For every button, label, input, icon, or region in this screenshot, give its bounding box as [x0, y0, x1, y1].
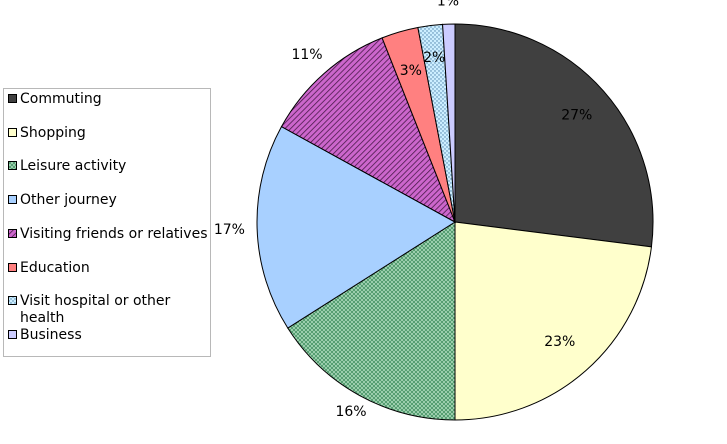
legend-swatch — [8, 128, 17, 137]
legend: Commuting Shopping Leisure activity Other j… — [3, 88, 211, 357]
legend-swatch — [8, 161, 17, 170]
legend-swatch — [8, 330, 17, 339]
legend-swatch — [8, 229, 17, 238]
data-label: 11% — [291, 47, 322, 63]
data-label: 1% — [437, 0, 459, 9]
pie-slice-business — [442, 23, 456, 223]
pie-labels: 27% 23% 16% 17% 11% 3%2% 1% — [214, 0, 593, 420]
legend-label: Visiting friends or relatives — [20, 226, 208, 242]
pie-slices — [256, 23, 654, 421]
legend-item: Business — [8, 327, 216, 344]
pie-slice-leisure-activity — [287, 221, 456, 421]
legend-label: Education — [20, 260, 90, 276]
pie-slice-commuting — [454, 23, 654, 248]
pie-slice-shopping — [454, 221, 652, 421]
data-label: 27% — [561, 108, 592, 124]
legend-swatch — [8, 195, 17, 204]
legend-item: Leisure activity — [8, 158, 216, 175]
legend-item: Education — [8, 260, 216, 277]
legend-swatch — [8, 296, 17, 305]
legend-label: Leisure activity — [20, 158, 127, 174]
data-label: 23% — [544, 334, 575, 350]
legend-label: Other journey — [20, 192, 117, 208]
legend-item: Visiting friends or relatives — [8, 226, 216, 243]
pie-slice-visiting-friends-or-relatives — [280, 37, 456, 224]
data-label: 16% — [335, 404, 366, 420]
data-label: 17% — [214, 222, 245, 238]
data-label: 2% — [423, 50, 445, 66]
legend-label: Shopping — [20, 125, 86, 141]
legend-label: Commuting — [20, 91, 102, 107]
legend-item: Shopping — [8, 125, 216, 142]
legend-item: Visit hospital or other health — [8, 293, 180, 327]
legend-swatch — [8, 94, 17, 103]
pie-slice-other-journey — [256, 125, 456, 329]
data-label: 3% — [400, 63, 422, 79]
legend-label: Business — [20, 327, 82, 343]
legend-label: Visit hospital or other health — [20, 293, 171, 326]
legend-item: Other journey — [8, 192, 216, 209]
legend-swatch — [8, 263, 17, 272]
legend-item: Commuting — [8, 91, 216, 108]
